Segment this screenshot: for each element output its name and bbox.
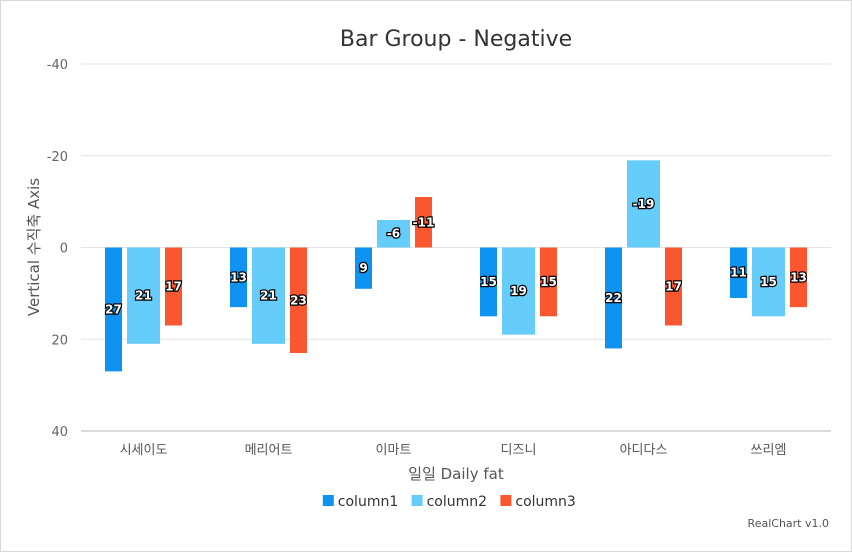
- bar-value-label: -19: [633, 197, 655, 211]
- y-axis-title: Vertical 수직축 Axis: [25, 178, 43, 316]
- x-category-label: 시세이도: [120, 443, 168, 458]
- bar-value-label: 21: [260, 289, 277, 303]
- bar-column1: [355, 247, 372, 289]
- bar-value-label: 13: [790, 270, 807, 284]
- legend-label-column2: column2: [427, 494, 487, 510]
- bar-column1: [730, 247, 747, 298]
- x-category-label: 아디다스: [620, 443, 668, 458]
- credit-label: RealChart v1.0: [748, 517, 829, 530]
- y-tick-label: -20: [47, 150, 68, 165]
- bar-value-label: -11: [413, 215, 435, 229]
- bar-column3: [790, 247, 807, 308]
- bar-series: 27 21 17 13 21 23 9 -6 -11 15 19 15 22 -19 17 11 15 13: [104, 160, 808, 372]
- bar-value-label: 11: [730, 266, 747, 280]
- bar-value-label: 27: [105, 302, 122, 316]
- bar-value-label: 17: [665, 279, 682, 293]
- y-axis-ticks: -40 -20 0 20 40: [47, 58, 68, 440]
- legend-swatch-column3: [500, 495, 512, 506]
- y-tick-label: 20: [51, 333, 68, 348]
- x-category-label: 디즈니: [501, 443, 537, 458]
- legend-label-column1: column1: [338, 494, 398, 510]
- legend: column1 column2 column3: [322, 494, 576, 510]
- bar-column2: [502, 247, 535, 335]
- y-tick-label: 0: [60, 242, 68, 257]
- bar-column3: [165, 247, 182, 326]
- bar-value-label: 9: [359, 261, 367, 275]
- legend-label-column3: column3: [515, 494, 575, 510]
- x-axis-title: 일일 Daily fat: [408, 465, 504, 483]
- bar-column1: [605, 247, 622, 349]
- x-category-label: 메리어트: [245, 443, 293, 458]
- bar-value-label: 15: [760, 275, 777, 289]
- bar-value-label: -6: [387, 227, 400, 241]
- legend-swatch-column2: [411, 495, 423, 506]
- x-axis-categories: 시세이도 메리어트 이마트 디즈니 아디다스 쓰리엠: [120, 443, 787, 458]
- y-tick-label: -40: [47, 58, 68, 73]
- bar-column1: [230, 247, 247, 308]
- bar-value-label: 13: [230, 270, 247, 284]
- bar-column2: [752, 247, 785, 317]
- legend-swatch-column1: [322, 495, 334, 506]
- bar-value-label: 23: [290, 293, 307, 307]
- x-category-label: 쓰리엠: [751, 443, 787, 458]
- bar-column2: [252, 247, 285, 344]
- bar-column3: [540, 247, 557, 317]
- bar-column2: [377, 219, 410, 248]
- bar-column1: [480, 247, 497, 317]
- y-tick-label: 40: [51, 425, 68, 440]
- bar-column3: [415, 197, 432, 248]
- grid-lines: [81, 63, 831, 340]
- bar-column1: [105, 247, 122, 372]
- bar-column2: [127, 247, 160, 344]
- bar-value-label: 17: [165, 279, 182, 293]
- bar-column2: [627, 160, 660, 248]
- bar-value-label: 19: [510, 284, 527, 298]
- bar-column3: [290, 247, 307, 354]
- chart-title: Bar Group - Negative: [340, 27, 572, 52]
- bar-value-label: 22: [605, 291, 622, 305]
- bar-value-label: 21: [135, 289, 152, 303]
- bar-value-label: 15: [540, 275, 557, 289]
- x-category-label: 이마트: [376, 443, 412, 458]
- bar-column3: [665, 247, 682, 326]
- bar-value-label: 15: [480, 275, 497, 289]
